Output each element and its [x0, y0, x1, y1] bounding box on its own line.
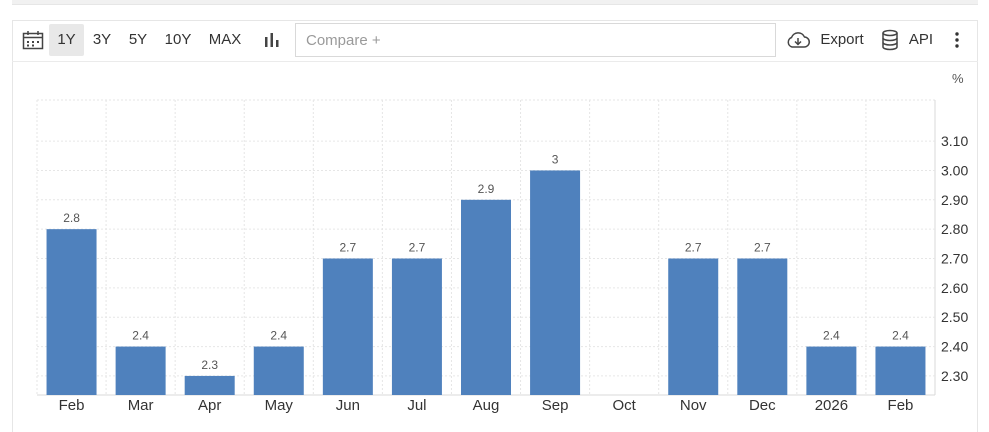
database-icon[interactable] [881, 29, 899, 51]
x-tick-label: Jun [336, 397, 360, 414]
y-tick-label: 2.80 [941, 221, 968, 237]
compare-input[interactable] [295, 23, 776, 57]
y-tick-label: 3.00 [941, 162, 968, 178]
x-tick-label: 2026 [815, 397, 848, 414]
bar [875, 346, 926, 395]
data-label: 2.4 [270, 329, 287, 343]
x-tick-label: Feb [888, 397, 914, 414]
x-tick-label: Aug [473, 397, 500, 414]
export-button[interactable]: Export [820, 31, 864, 48]
y-unit-label: % [952, 71, 964, 86]
data-label: 2.4 [823, 329, 840, 343]
y-tick-label: 2.90 [941, 192, 968, 208]
bar [322, 258, 373, 395]
bar [391, 258, 442, 395]
range-10y-button[interactable]: 10Y [164, 31, 192, 48]
top-strip [12, 0, 978, 5]
x-tick-label: Feb [59, 397, 85, 414]
data-label: 2.7 [409, 241, 426, 255]
y-tick-label: 2.30 [941, 368, 968, 384]
api-button[interactable]: API [908, 31, 934, 48]
x-tick-label: May [265, 397, 294, 414]
data-label: 2.4 [132, 329, 149, 343]
x-tick-label: Apr [198, 397, 221, 414]
x-tick-label: Sep [542, 397, 569, 414]
y-tick-label: 2.50 [941, 309, 968, 325]
data-label: 2.7 [340, 241, 357, 255]
x-tick-label: Nov [680, 397, 707, 414]
data-label: 2.4 [892, 329, 909, 343]
data-label: 2.7 [685, 241, 702, 255]
bar [668, 258, 719, 395]
y-tick-label: 2.70 [941, 251, 968, 267]
bar [737, 258, 788, 395]
bar [115, 346, 166, 395]
x-tick-label: Mar [128, 397, 154, 414]
more-vertical-icon[interactable] [953, 31, 961, 49]
range-max-button[interactable]: MAX [208, 31, 242, 48]
bar [806, 346, 857, 395]
data-label: 2.3 [201, 358, 218, 372]
data-label: 3 [552, 152, 559, 166]
x-tick-label: Dec [749, 397, 776, 414]
x-tick-label: Jul [407, 397, 426, 414]
y-tick-label: 2.40 [941, 339, 968, 355]
bar [253, 346, 304, 395]
bar [461, 199, 511, 395]
bar [46, 229, 97, 395]
chart-panel [12, 20, 978, 432]
y-tick-label: 2.60 [941, 280, 968, 296]
calendar-icon[interactable] [22, 30, 44, 50]
bar [530, 170, 581, 395]
y-tick-label: 3.10 [941, 133, 968, 149]
range-3y-button[interactable]: 3Y [92, 31, 112, 48]
data-label: 2.8 [63, 211, 80, 225]
chart-toolbar: 1Y 3Y 5Y 10Y MAX Export API [12, 20, 978, 62]
range-5y-button[interactable]: 5Y [128, 31, 148, 48]
range-1y-button[interactable]: 1Y [49, 24, 84, 56]
bar [184, 375, 235, 395]
x-tick-label: Oct [612, 397, 636, 414]
data-label: 2.7 [754, 241, 771, 255]
bar-chart-icon[interactable] [263, 31, 281, 49]
data-label: 2.9 [478, 182, 495, 196]
cloud-download-icon[interactable] [785, 31, 811, 49]
